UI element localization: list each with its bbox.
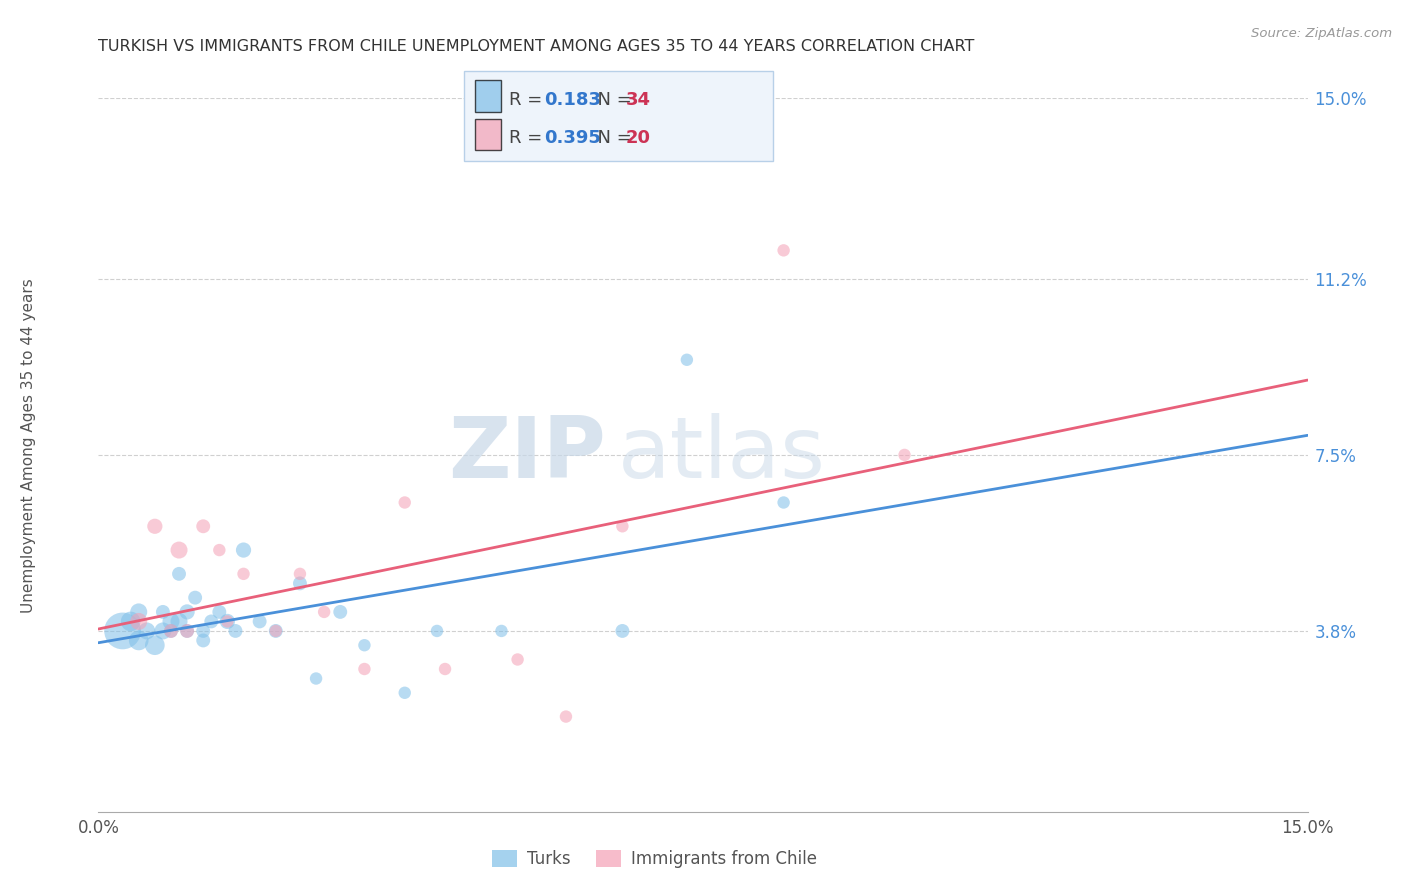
Point: [217, 615, 239, 629]
Point: [772, 495, 794, 509]
Text: 0.183: 0.183: [544, 91, 602, 109]
Point: [217, 615, 239, 629]
Point: [676, 352, 699, 367]
Point: [176, 624, 198, 638]
Point: [249, 615, 271, 629]
Point: [128, 615, 150, 629]
Text: R =: R =: [509, 129, 548, 147]
Point: [434, 662, 457, 676]
Point: [353, 638, 375, 652]
Text: Unemployment Among Ages 35 to 44 years: Unemployment Among Ages 35 to 44 years: [21, 278, 35, 614]
Point: [305, 672, 328, 686]
Text: N =: N =: [586, 91, 638, 109]
Text: ZIP: ZIP: [449, 413, 606, 497]
Point: [143, 638, 166, 652]
Point: [135, 624, 157, 638]
Point: [193, 633, 215, 648]
Text: atlas: atlas: [619, 413, 827, 497]
Text: 34: 34: [626, 91, 651, 109]
Point: [264, 624, 287, 638]
Point: [111, 624, 134, 638]
Point: [200, 615, 222, 629]
Legend: Turks, Immigrants from Chile: Turks, Immigrants from Chile: [485, 843, 824, 875]
Point: [612, 624, 634, 638]
Point: [160, 624, 183, 638]
Point: [184, 591, 207, 605]
Text: 0.395: 0.395: [544, 129, 600, 147]
Point: [160, 615, 183, 629]
Point: [232, 566, 254, 581]
Point: [329, 605, 352, 619]
Point: [264, 624, 287, 638]
Point: [353, 662, 375, 676]
Point: [314, 605, 336, 619]
Text: R =: R =: [509, 91, 548, 109]
Point: [193, 624, 215, 638]
Point: [288, 566, 311, 581]
Point: [152, 624, 174, 638]
Point: [224, 624, 246, 638]
Point: [152, 605, 174, 619]
Point: [193, 519, 215, 533]
Point: [176, 624, 198, 638]
Point: [772, 244, 794, 258]
Point: [128, 633, 150, 648]
Point: [893, 448, 915, 462]
Point: [160, 624, 183, 638]
Text: 20: 20: [626, 129, 651, 147]
Point: [167, 615, 190, 629]
Point: [612, 519, 634, 533]
Point: [167, 543, 190, 558]
Point: [208, 605, 231, 619]
Point: [288, 576, 311, 591]
Point: [426, 624, 449, 638]
Point: [394, 495, 416, 509]
Text: Source: ZipAtlas.com: Source: ZipAtlas.com: [1251, 27, 1392, 40]
Text: TURKISH VS IMMIGRANTS FROM CHILE UNEMPLOYMENT AMONG AGES 35 TO 44 YEARS CORRELAT: TURKISH VS IMMIGRANTS FROM CHILE UNEMPLO…: [98, 38, 974, 54]
Point: [120, 615, 142, 629]
Point: [143, 519, 166, 533]
Point: [232, 543, 254, 558]
Point: [555, 709, 578, 723]
Point: [176, 605, 198, 619]
Point: [394, 686, 416, 700]
Text: N =: N =: [586, 129, 638, 147]
Point: [491, 624, 513, 638]
Point: [128, 605, 150, 619]
Point: [506, 652, 529, 666]
Point: [208, 543, 231, 558]
Point: [167, 566, 190, 581]
